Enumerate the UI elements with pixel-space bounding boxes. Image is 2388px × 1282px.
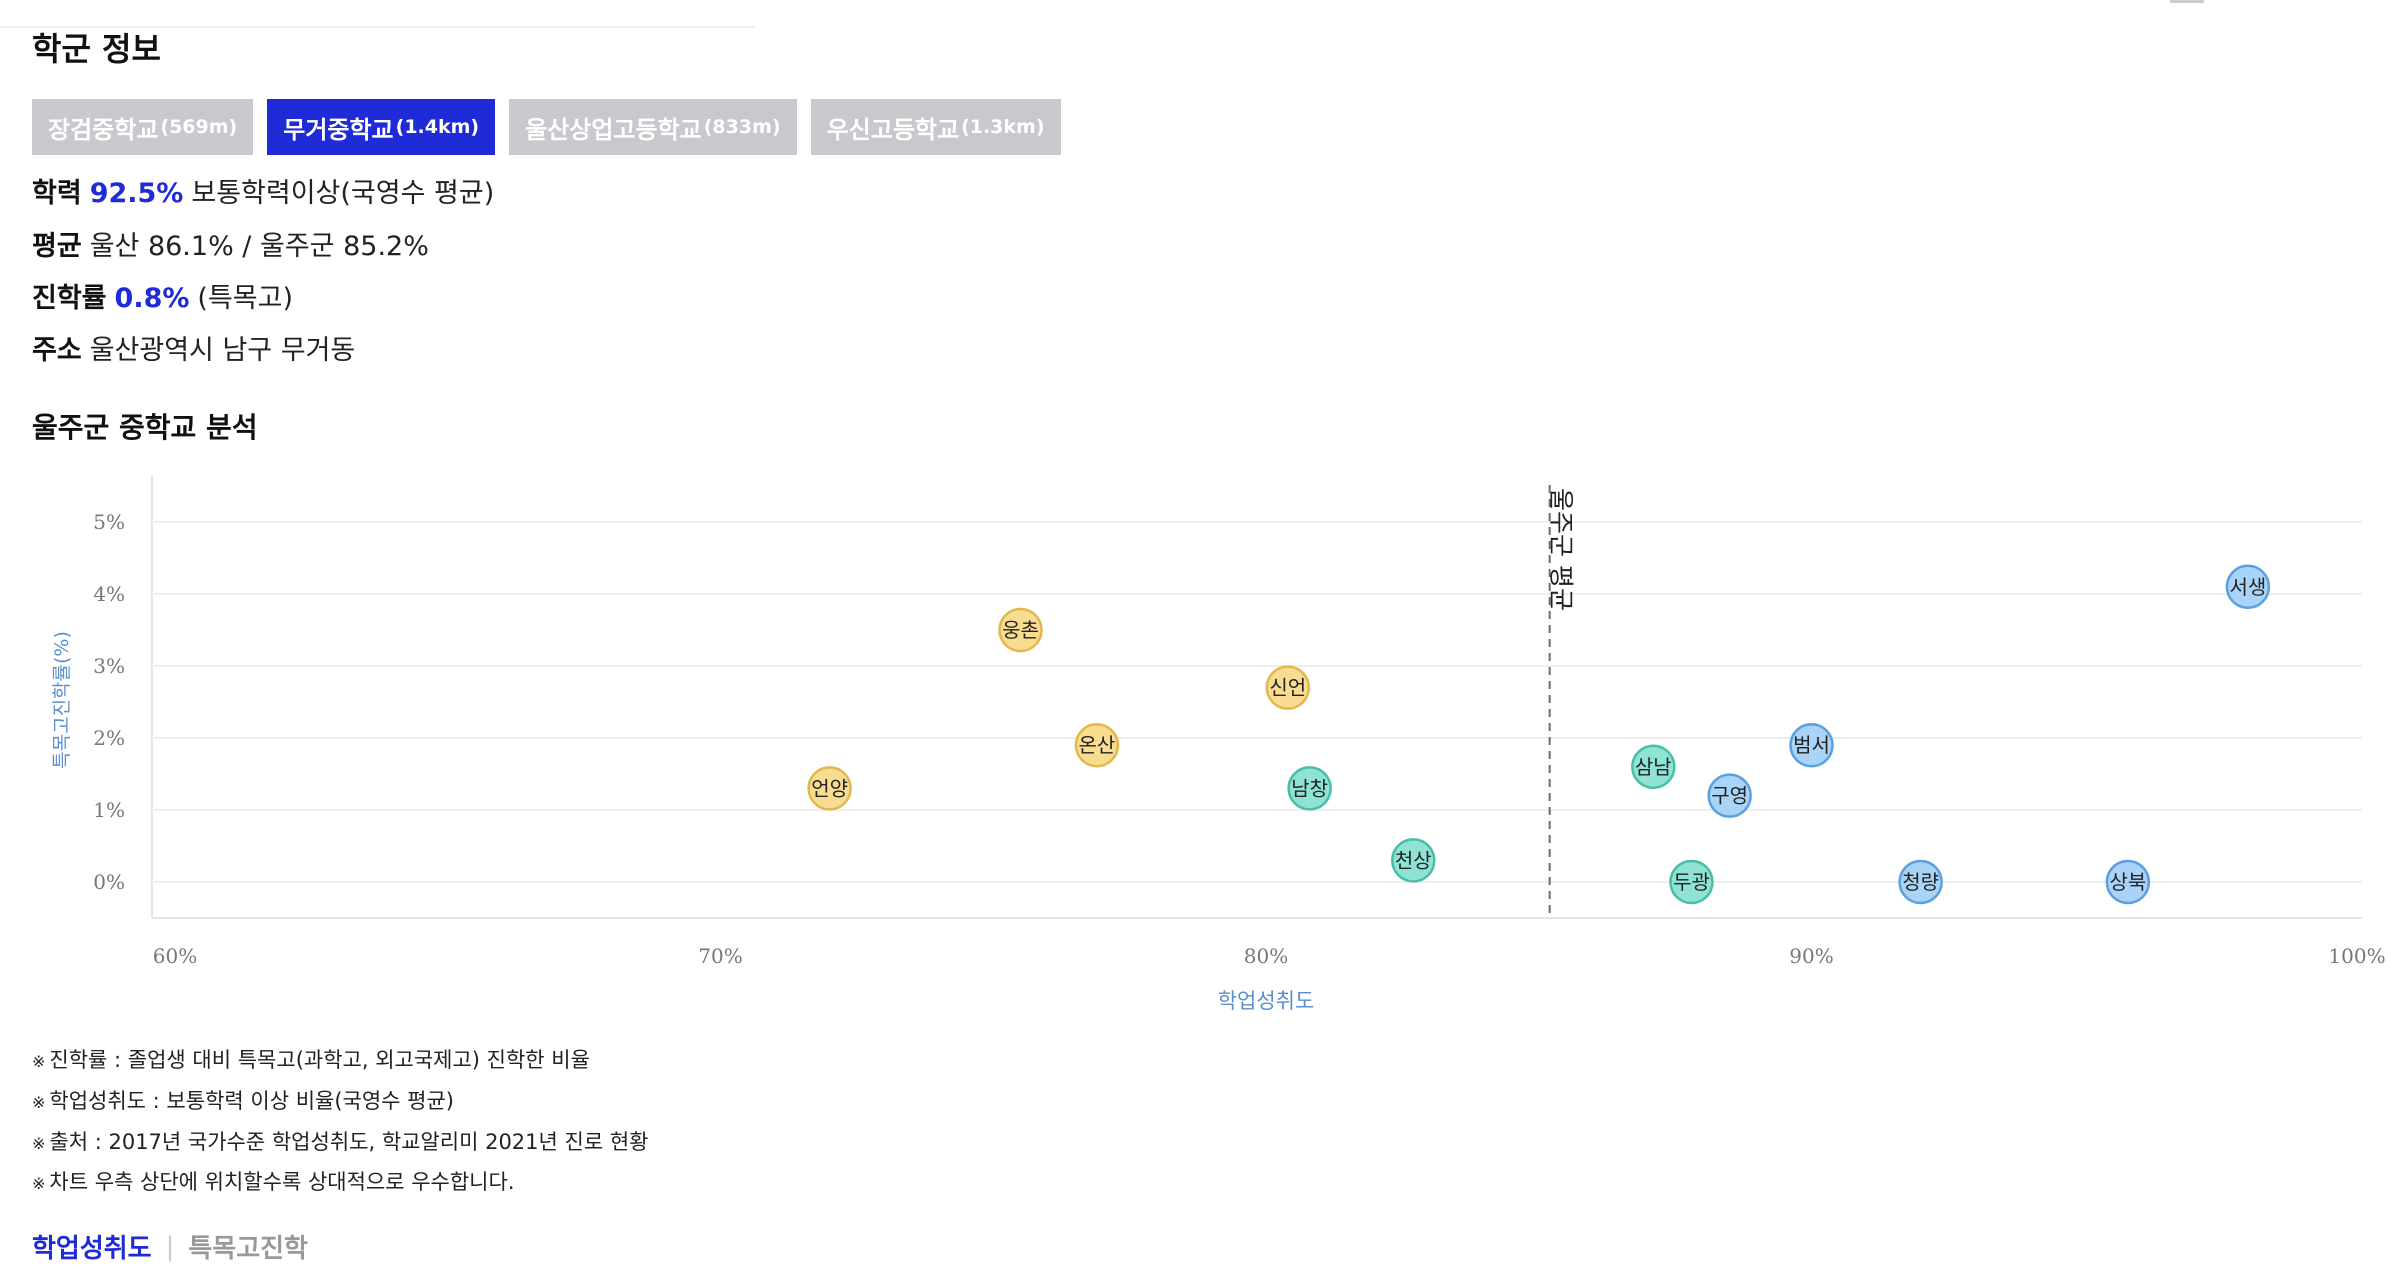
analysis-title: 울주군 중학교 분석 [32, 411, 258, 444]
top-right-decoration [2170, 0, 2204, 3]
info-average: 평균 울산 86.1% / 울주군 85.2% [32, 233, 429, 260]
x-axis-label: 학업성취도 [1218, 989, 1315, 1013]
x-tick-label: 80% [1244, 944, 1288, 968]
data-point-label: 청량 [1902, 870, 1939, 894]
school-tab-distance: (833m) [703, 116, 781, 138]
note-mark: ※ [32, 1093, 46, 1112]
data-point [1391, 838, 1436, 883]
info-advancement: 진학률 0.8% (특목고) [32, 285, 293, 312]
note-guide: ※ 차트 우측 상단에 위치할수록 상대적으로 우수합니다. [32, 1172, 515, 1193]
note-text: 학업성취도 : 보통학력 이상 비율(국영수 평균) [49, 1089, 455, 1113]
x-tick-label: 60% [153, 944, 197, 968]
info-academic-desc: 보통학력이상(국영수 평균) [191, 178, 495, 209]
data-point-label: 상북 [2109, 870, 2146, 894]
data-point [1074, 722, 1120, 768]
top-divider [0, 26, 755, 28]
chart-mode-tabs: 학업성취도 | 특목고진학 [32, 1228, 308, 1265]
tab-academic-achievement[interactable]: 학업성취도 [32, 1234, 152, 1264]
y-tick-label: 0% [93, 870, 125, 894]
info-average-label: 평균 [32, 231, 82, 262]
data-point [1631, 744, 1676, 790]
school-tab-mugeo[interactable]: 무거중학교 (1.4km) [267, 99, 496, 155]
note-text: 진학률 : 졸업생 대비 특목고(과학고, 외고국제고) 진학한 비율 [49, 1048, 590, 1072]
data-point [1287, 766, 1332, 811]
info-academic: 학력 92.5% 보통학력이상(국영수 평균) [32, 180, 494, 207]
school-tab-distance: (1.3km) [961, 116, 1045, 138]
tab-special-school-advancement[interactable]: 특목고진학 [188, 1234, 308, 1264]
info-address-desc: 울산광역시 남구 무거동 [89, 335, 356, 366]
data-point-label: 두광 [1673, 870, 1710, 894]
info-average-desc: 울산 86.1% / 울주군 85.2% [89, 231, 429, 262]
scatter-chart: 0% 1% 2% 3% 4% 5% 60% 70% 80% 90% 100% 학업성취도 특목고진학률(… [51, 475, 2386, 1013]
data-point-label: 범서 [1793, 733, 1830, 757]
info-academic-value: 92.5% [89, 178, 184, 209]
school-tab-ulsan-commercial[interactable]: 울산상업고등학교 (833m) [509, 99, 797, 155]
data-point [1265, 665, 1311, 710]
data-point-label: 서생 [2229, 575, 2266, 599]
data-point [2105, 859, 2151, 905]
school-tabs: 장검중학교 (569m) 무거중학교 (1.4km) 울산상업고등학교 (833m) … [32, 99, 1061, 155]
info-advancement-label: 진학률 [32, 283, 107, 314]
y-tick-label: 4% [93, 582, 125, 606]
note-academic: ※ 학업성취도 : 보통학력 이상 비율(국영수 평균) [32, 1091, 454, 1112]
school-tab-distance: (1.4km) [395, 116, 480, 138]
data-point [998, 607, 1043, 653]
info-address: 주소 울산광역시 남구 무거동 [32, 337, 355, 364]
data-point [1669, 859, 1714, 905]
info-advancement-desc: (특목고) [197, 283, 294, 314]
data-point [1707, 773, 1752, 818]
tab-separator: | [165, 1231, 175, 1262]
y-axis-label: 특목고진학률(%) [51, 631, 73, 769]
x-tick-label: 90% [1789, 944, 1833, 968]
school-tab-wooshin[interactable]: 우신고등학교 (1.3km) [810, 99, 1061, 155]
note-text: 차트 우측 상단에 위치할수록 상대적으로 우수합니다. [49, 1170, 515, 1194]
note-text: 출처 : 2017년 국가수준 학업성취도, 학교알리미 2021년 진로 현황 [49, 1130, 649, 1154]
school-tab-name: 우신고등학교 [826, 115, 960, 144]
note-mark: ※ [32, 1052, 46, 1071]
x-tick-label: 70% [698, 944, 742, 968]
school-tab-janggeom[interactable]: 장검중학교 (569m) [32, 99, 254, 155]
note-advancement: ※ 진학률 : 졸업생 대비 특목고(과학고, 외고국제고) 진학한 비율 [32, 1050, 590, 1071]
data-point-label: 언양 [811, 776, 848, 800]
data-point [807, 766, 852, 811]
data-point-label: 천상 [1395, 848, 1432, 872]
info-advancement-value: 0.8% [114, 283, 190, 314]
data-point-label: 삼남 [1635, 755, 1672, 779]
x-tick-label: 100% [2328, 944, 2385, 968]
data-point-label: 온산 [1078, 733, 1115, 757]
y-tick-label: 1% [93, 798, 125, 822]
data-point [1898, 859, 1943, 905]
y-tick-label: 3% [93, 654, 125, 678]
data-point-label: 남창 [1291, 776, 1328, 800]
data-point-label: 웅촌 [1002, 618, 1039, 642]
info-address-label: 주소 [32, 335, 82, 366]
y-tick-label: 5% [93, 510, 125, 534]
info-academic-label: 학력 [32, 178, 82, 209]
y-tick-label: 2% [93, 726, 125, 750]
data-point [1789, 722, 1834, 768]
note-source: ※ 출처 : 2017년 국가수준 학업성취도, 학교알리미 2021년 진로 현… [32, 1132, 648, 1153]
note-mark: ※ [32, 1134, 46, 1153]
school-tab-name: 울산상업고등학교 [525, 115, 702, 144]
section-title: 학군 정보 [32, 30, 161, 68]
school-tab-distance: (569m) [160, 116, 238, 138]
data-point-label: 구영 [1711, 784, 1748, 808]
average-reference-label: 울주군 평균 [1547, 488, 1576, 611]
data-point-label: 신언 [1269, 676, 1306, 700]
school-tab-name: 장검중학교 [48, 115, 159, 144]
data-point [2225, 564, 2271, 610]
note-mark: ※ [32, 1174, 46, 1193]
school-tab-name: 무거중학교 [283, 115, 394, 144]
